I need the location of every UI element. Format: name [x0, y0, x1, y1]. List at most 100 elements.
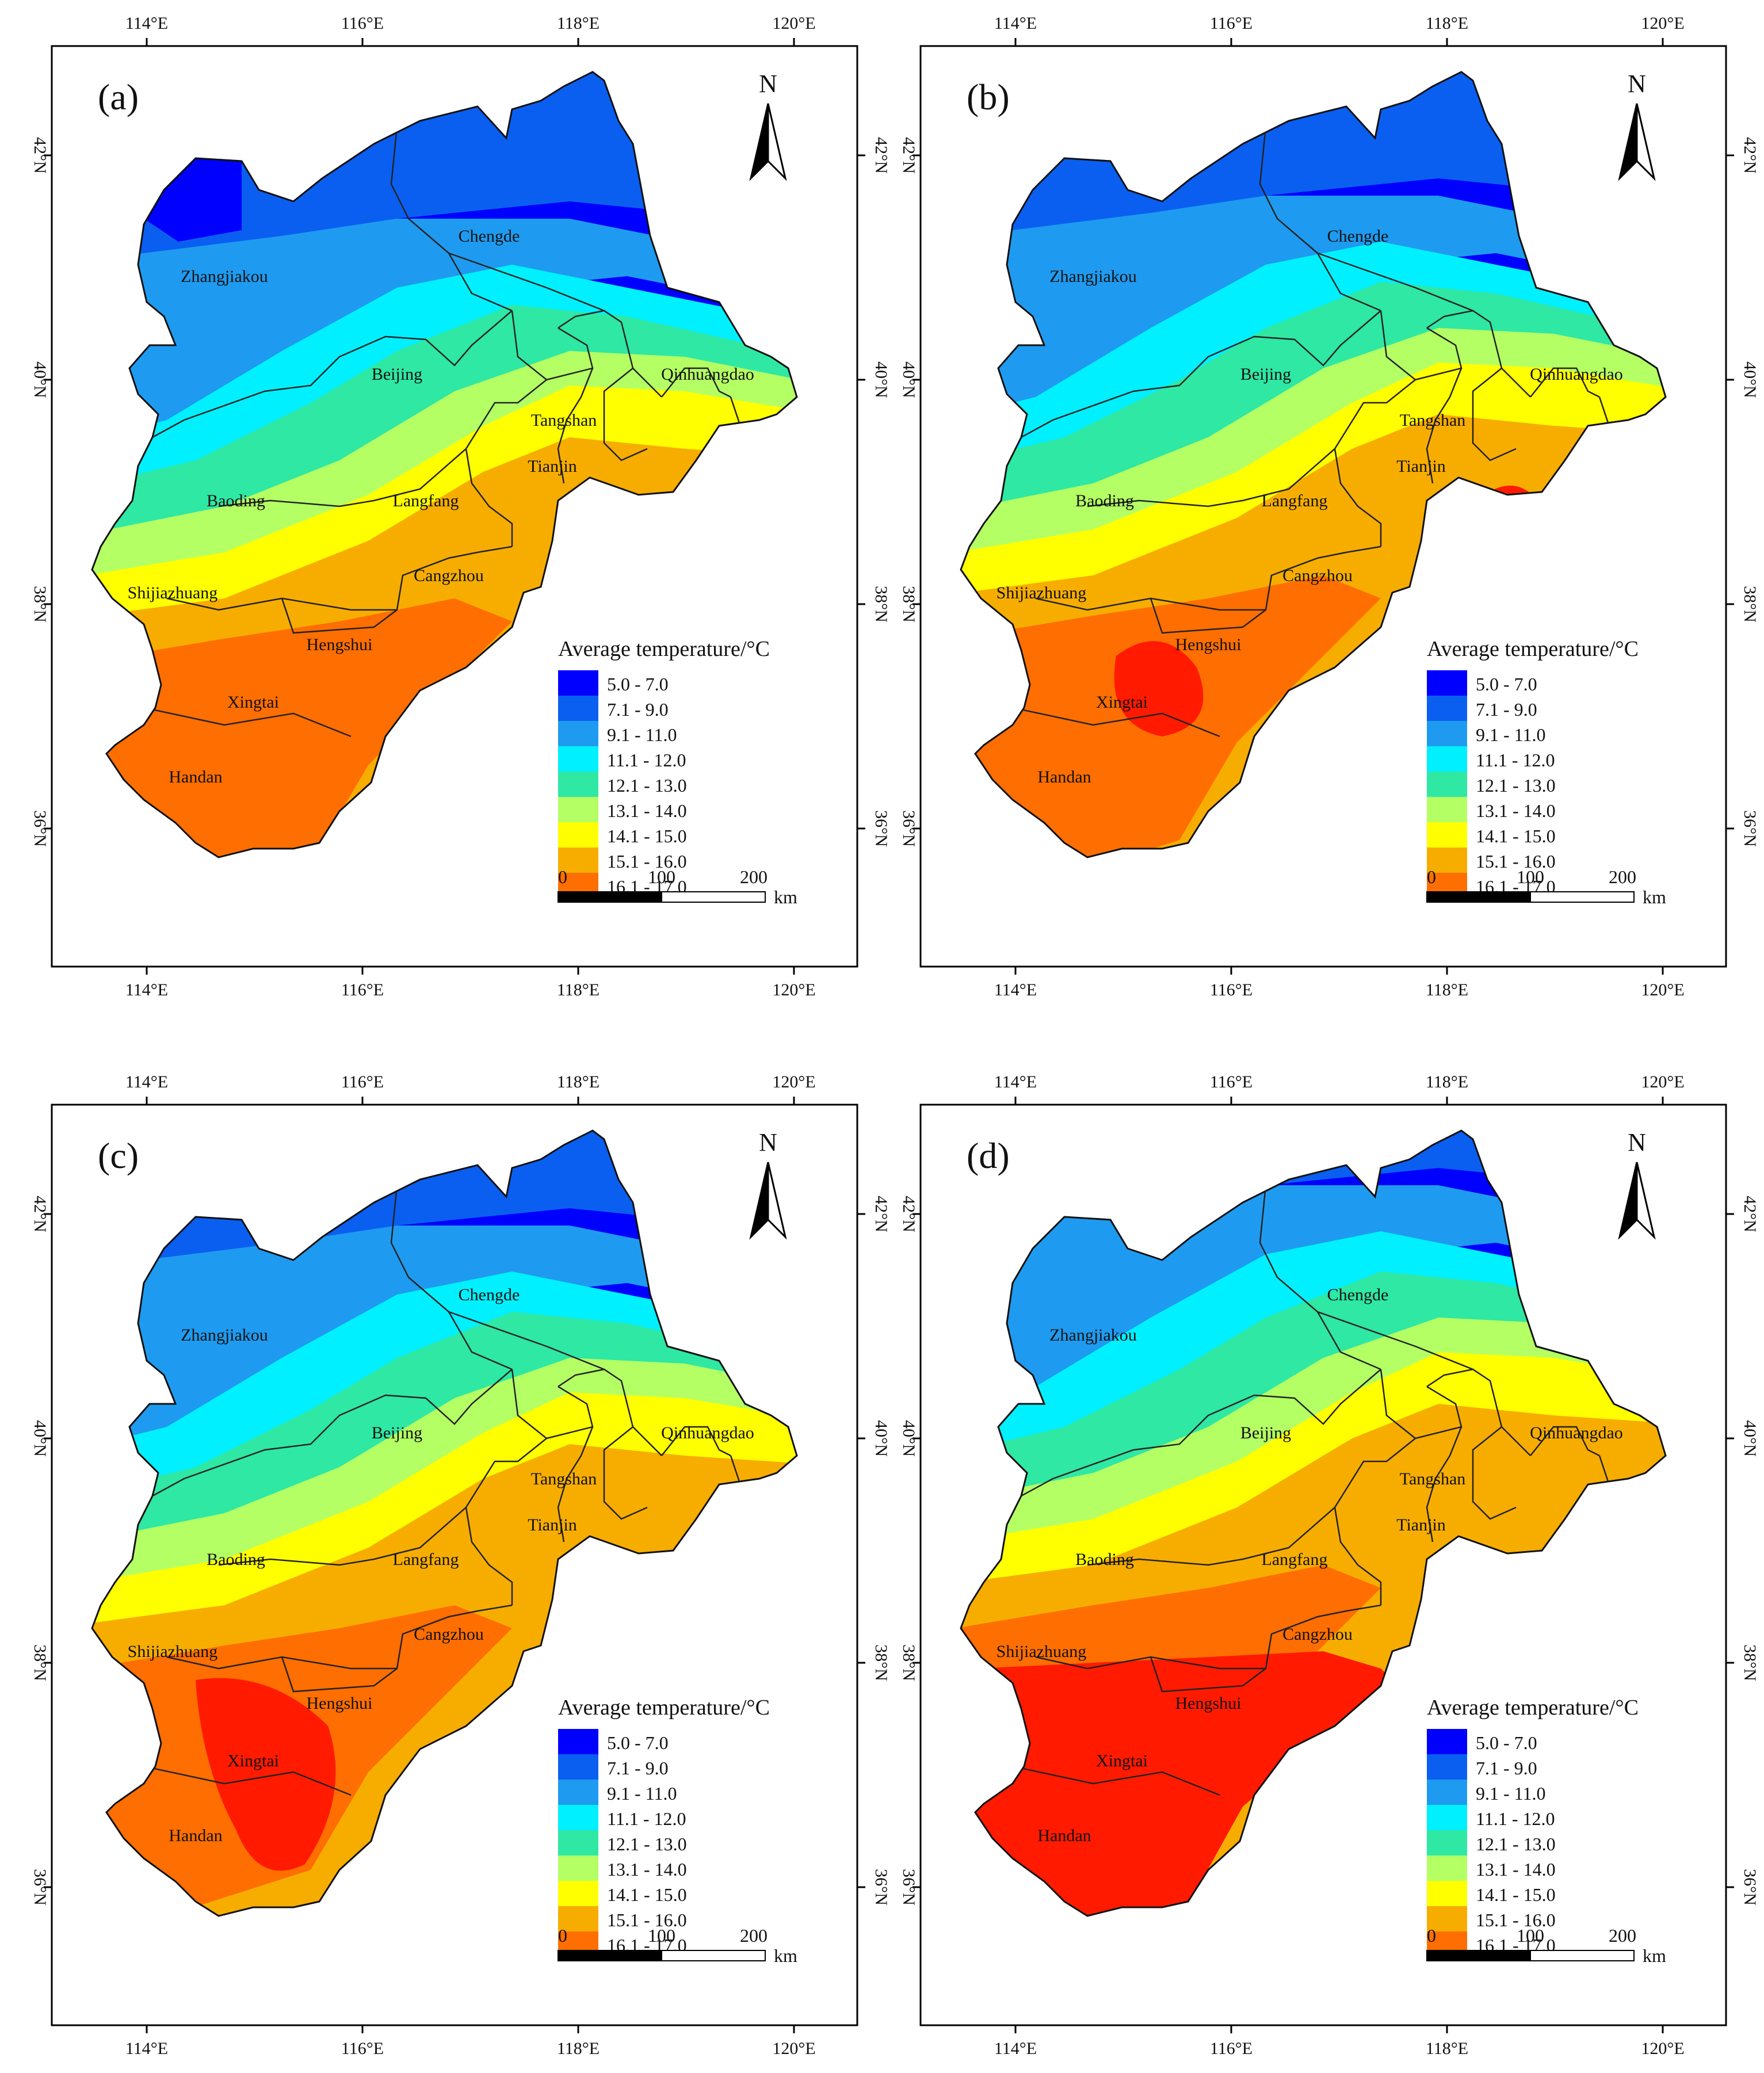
scale-bar-tick: 100	[1517, 1925, 1544, 1946]
x-tick-label-top: 118°E	[557, 1072, 600, 1091]
legend-swatch	[1427, 847, 1467, 873]
city-label: Tangshan	[1400, 1469, 1466, 1488]
scale-bar-tick: 0	[558, 1925, 567, 1946]
legend-item-label: 9.1 - 11.0	[607, 724, 677, 745]
north-arrow-icon	[749, 103, 769, 181]
legend-swatch	[558, 1830, 598, 1856]
admin-border	[281, 598, 375, 634]
x-tick-label-bottom: 120°E	[772, 2039, 815, 2058]
admin-border	[1259, 126, 1381, 312]
city-label: Zhangjiakou	[1049, 267, 1137, 286]
city-label: Zhangjiakou	[181, 267, 268, 286]
panel-label: (a)	[98, 77, 139, 117]
y-tick-label-right: 40°N	[1740, 361, 1759, 398]
region-outline	[960, 71, 1667, 858]
city-label: Xingtai	[1096, 1751, 1148, 1770]
scale-bar-segment	[661, 891, 766, 903]
city-label: Beijing	[372, 365, 422, 384]
admin-border	[373, 1604, 513, 1686]
city-label: Beijing	[1240, 1423, 1291, 1442]
legend-item-label: 12.1 - 13.0	[607, 775, 687, 796]
admin-border	[1087, 448, 1335, 507]
admin-border	[1530, 1426, 1600, 1457]
x-tick-label-top: 118°E	[1426, 14, 1468, 33]
north-arrow-icon	[1618, 103, 1638, 181]
scale-bar-segment	[558, 891, 662, 903]
legend-swatch	[1427, 721, 1467, 746]
city-label: Xingtai	[227, 693, 279, 712]
x-tick-label-bottom: 120°E	[772, 980, 815, 999]
admin-border	[1021, 310, 1381, 438]
scale-bar-unit: km	[1643, 1945, 1666, 1966]
legend: Average temperature/°C 5.0 - 7.0 7.1 - 9.0…	[1427, 1696, 1639, 1957]
legend-swatch	[1427, 1906, 1467, 1931]
city-label: Qinhuangdao	[1530, 365, 1623, 384]
admin-border	[603, 1426, 648, 1520]
legend-item-label: 15.1 - 16.0	[1476, 1910, 1556, 1930]
north-arrow-icon	[749, 1162, 769, 1240]
legend-swatch	[1427, 1754, 1467, 1780]
city-label: Xingtai	[227, 1751, 279, 1770]
x-tick-label-bottom: 118°E	[557, 980, 600, 999]
legend-item-label: 11.1 - 12.0	[1476, 750, 1555, 770]
y-tick-label-left: 40°N	[899, 361, 918, 398]
x-tick-label-bottom: 114°E	[994, 980, 1037, 999]
legend-item-label: 13.1 - 14.0	[1476, 1859, 1556, 1880]
admin-border	[1242, 545, 1381, 628]
x-tick-label-bottom: 120°E	[1641, 2039, 1684, 2058]
legend-swatch	[1427, 1780, 1467, 1805]
admin-border	[1150, 1656, 1243, 1693]
admin-border	[1150, 598, 1243, 634]
band-2	[92, 219, 797, 483]
temperature-surface	[961, 1131, 1666, 1916]
map-panel-b: 114°E 114°E 116°E 116°E 118°E 118°E 120°E 120°E…	[899, 14, 1759, 999]
city-label: Shijiazhuang	[128, 1642, 218, 1661]
admin-border	[1021, 1369, 1381, 1497]
y-tick-label-right: 42°N	[872, 137, 891, 174]
y-tick-label-right: 38°N	[1740, 586, 1759, 623]
admin-border	[1334, 379, 1416, 547]
scale-bar-tick: 0	[1427, 866, 1436, 887]
legend-swatch	[558, 1881, 598, 1906]
north-arrow-label: N	[1628, 1128, 1646, 1156]
legend-swatch	[558, 1906, 598, 1931]
band-hot-core	[196, 1678, 336, 1871]
band-cold-core	[144, 150, 242, 242]
region-outline	[960, 1129, 1667, 1917]
legend-item-label: 5.0 - 7.0	[607, 674, 669, 694]
legend-swatch	[1427, 822, 1467, 847]
x-tick-label-top: 114°E	[994, 14, 1037, 33]
admin-border	[390, 1185, 513, 1370]
legend-item-label: 14.1 - 15.0	[607, 1884, 687, 1905]
city-label: Zhangjiakou	[181, 1326, 268, 1345]
legend-swatch	[558, 696, 598, 721]
admin-border	[390, 126, 513, 312]
legend-item-label: 7.1 - 9.0	[607, 1758, 669, 1778]
y-tick-label-right: 36°N	[1740, 810, 1759, 847]
city-label: Tianjin	[1396, 1515, 1446, 1534]
legend: Average temperature/°C 5.0 - 7.0 7.1 - 9.0…	[558, 1696, 770, 1957]
admin-border	[511, 1369, 594, 1440]
admin-border	[1317, 252, 1473, 312]
north-arrow-label: N	[759, 1128, 777, 1156]
legend-swatch	[1427, 797, 1467, 822]
city-label: Handan	[169, 768, 222, 787]
scale-bar-tick: 200	[1609, 866, 1636, 887]
admin-border	[143, 707, 352, 738]
y-tick-label-right: 42°N	[1740, 137, 1759, 174]
city-label: Chengde	[459, 1285, 520, 1304]
y-tick-label-right: 40°N	[1740, 1420, 1759, 1457]
admin-border	[152, 310, 513, 438]
x-tick-label-bottom: 114°E	[125, 980, 168, 999]
admin-border	[1426, 1368, 1531, 1456]
legend-item-label: 15.1 - 16.0	[1476, 851, 1556, 872]
x-tick-label-top: 120°E	[1641, 1072, 1684, 1091]
legend-swatch	[1427, 1805, 1467, 1830]
legend-swatch	[558, 1754, 598, 1780]
legend-item-label: 14.1 - 15.0	[607, 826, 687, 846]
legend-swatch	[558, 822, 598, 847]
band-2	[961, 1185, 1666, 1450]
admin-border	[1472, 368, 1517, 461]
city-label: Cangzhou	[1282, 1625, 1353, 1644]
y-tick-label-left: 42°N	[899, 1196, 918, 1232]
